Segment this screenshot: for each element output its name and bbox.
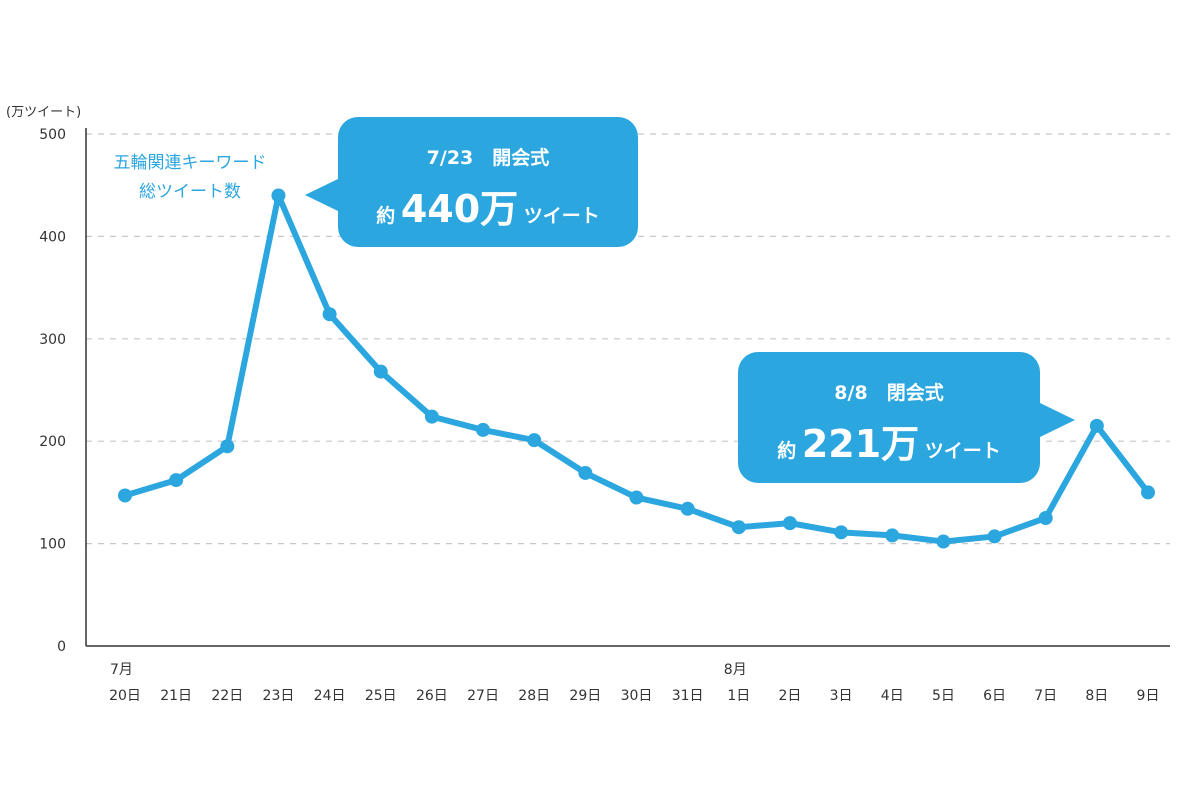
callout-pointer bbox=[1038, 402, 1075, 438]
data-point bbox=[1038, 511, 1053, 525]
callout-suffix: ツイート bbox=[523, 205, 600, 227]
y-tick-label: 400 bbox=[39, 229, 66, 245]
x-tick-label: 4日 bbox=[881, 688, 904, 704]
x-tick-label: 5日 bbox=[932, 688, 955, 704]
x-tick-label: 28日 bbox=[518, 688, 550, 704]
data-point bbox=[1089, 418, 1104, 433]
x-tick-label: 9日 bbox=[1137, 688, 1160, 704]
x-tick-label: 2日 bbox=[778, 688, 801, 704]
x-tick-label: 24日 bbox=[314, 688, 346, 704]
data-point bbox=[1141, 485, 1155, 500]
data-point bbox=[527, 433, 542, 448]
x-tick-label: 23日 bbox=[263, 688, 295, 704]
x-tick-label: 30日 bbox=[621, 688, 653, 704]
y-tick-label: 200 bbox=[39, 434, 66, 450]
callout-pointer bbox=[305, 178, 340, 212]
callout-value: 440万 bbox=[400, 187, 519, 231]
data-point bbox=[782, 516, 797, 531]
callout-date: 7/23 bbox=[426, 147, 474, 169]
callout-prefix: 約 bbox=[376, 205, 396, 227]
x-tick-month: 8月 bbox=[724, 662, 747, 678]
y-tick-label: 100 bbox=[39, 537, 66, 553]
data-point bbox=[322, 307, 337, 322]
data-point bbox=[578, 465, 593, 480]
y-tick-label: 0 bbox=[57, 639, 66, 655]
callout-opening-ceremony: 7/23 開会式 約 440万 ツイート bbox=[338, 117, 638, 247]
x-tick-label: 6日 bbox=[983, 688, 1006, 704]
series-label: 五輪関連キーワード bbox=[114, 153, 267, 173]
x-tick-label: 22日 bbox=[211, 688, 243, 704]
data-point bbox=[885, 528, 900, 543]
x-tick-label: 21日 bbox=[160, 688, 192, 704]
y-tick-label: 300 bbox=[39, 332, 66, 348]
data-point bbox=[987, 529, 1002, 544]
data-point bbox=[680, 501, 695, 516]
x-tick-label: 27日 bbox=[467, 688, 499, 704]
x-tick-label: 29日 bbox=[569, 688, 601, 704]
y-tick-label: 500 bbox=[39, 127, 66, 143]
callout-prefix: 約 bbox=[777, 440, 797, 462]
data-point bbox=[220, 439, 235, 454]
data-point bbox=[629, 490, 644, 505]
data-point bbox=[731, 520, 746, 535]
callout-value: 221万 bbox=[801, 422, 920, 466]
data-point bbox=[169, 473, 184, 488]
y-axis-unit: (万ツイート) bbox=[6, 105, 81, 120]
x-tick-label: 31日 bbox=[672, 688, 704, 704]
x-tick-label: 26日 bbox=[416, 688, 448, 704]
data-point bbox=[118, 488, 132, 503]
data-point bbox=[476, 422, 491, 437]
x-tick-label: 3日 bbox=[830, 688, 853, 704]
x-tick-label: 7日 bbox=[1034, 688, 1057, 704]
x-tick-month: 7月 bbox=[110, 662, 133, 678]
callout-suffix: ツイート bbox=[924, 440, 1001, 462]
data-point bbox=[834, 525, 849, 540]
data-point bbox=[373, 364, 388, 379]
x-tick-label: 8日 bbox=[1085, 688, 1108, 704]
data-point bbox=[936, 534, 951, 549]
callout-date: 8/8 bbox=[834, 382, 868, 404]
x-tick-label: 20日 bbox=[109, 688, 141, 704]
series-label: 総ツイート数 bbox=[139, 182, 241, 202]
callout-closing-ceremony: 8/8 閉会式 約 221万 ツイート bbox=[738, 352, 1040, 483]
callout-event: 閉会式 bbox=[886, 382, 944, 404]
data-point bbox=[424, 409, 439, 424]
data-point bbox=[271, 188, 286, 203]
x-tick-label: 1日 bbox=[727, 688, 750, 704]
x-tick-label: 25日 bbox=[365, 688, 397, 704]
callout-event: 開会式 bbox=[492, 147, 550, 169]
